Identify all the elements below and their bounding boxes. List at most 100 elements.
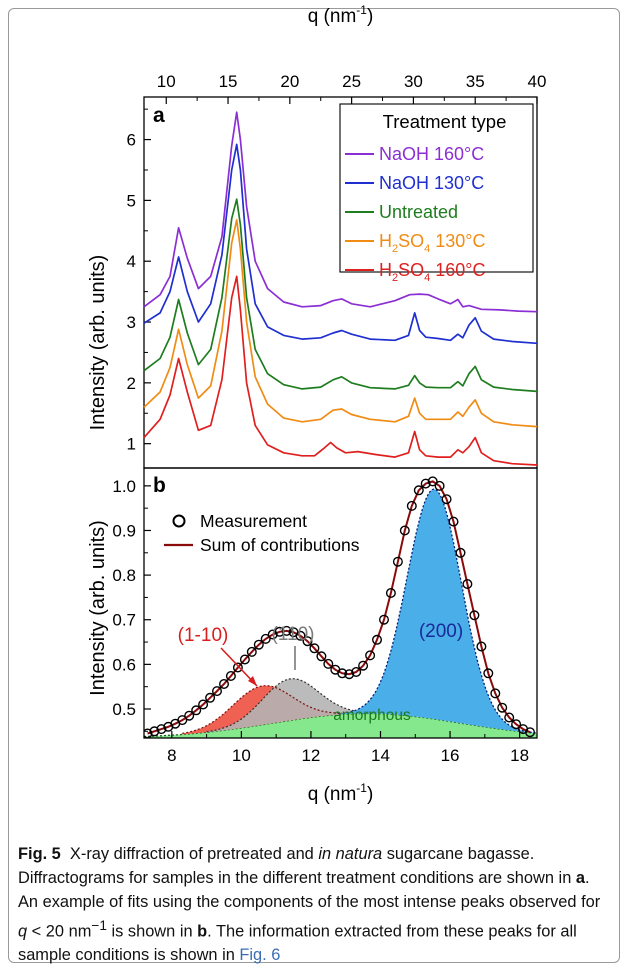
panel-b-xtick-label: 16 [441,746,460,765]
panel-b-measurement-point [198,699,209,710]
caption-text-6: . The information extracted from these p… [18,922,577,965]
panel-b-plot-area [144,476,537,738]
panel-b-measurement-point [260,633,271,644]
panel-a-legend-box [339,103,534,273]
panel-a-xtick-label: 30 [404,72,423,91]
panel-a-ytick-label: 6 [127,131,136,150]
panel-a-xtick-label: 25 [342,72,361,91]
panel-a-xtick-label: 10 [157,72,176,91]
panel-b-amorphous-fill [144,713,537,738]
panel-b-ytick-label: 0.9 [112,521,136,540]
panel-a-xtick-label: 35 [466,72,485,91]
panel-b-measurement-point [413,485,424,496]
panel-a-xaxis-title-sup: -1 [356,3,367,17]
panel-a-ytick-label: 3 [127,313,136,332]
caption-text-4: < 20 nm [27,922,92,941]
panel-b-measurement-point [385,588,396,599]
panel-b-measurement-point [399,525,410,536]
caption-fig-label: Fig. 5 [18,845,61,863]
panel-b-measurement-point [434,480,445,491]
panel-b-measurement-point [156,724,167,735]
panel-a-legend-entry: H2SO4 160°C [379,260,486,284]
panel-a-legend-entry-part: 130°C [430,231,485,251]
panel-a-legend-title: Treatment type [383,111,507,132]
panel-b-ytick-label: 0.5 [112,700,136,719]
panel-b-measurement-point [462,579,473,590]
caption-bold-a: a [575,869,585,887]
panel-b-measurement-point [497,702,508,713]
panel-b-measurement-point [267,629,278,640]
panel-b-measurement-point [184,710,195,721]
panel-b-measurement-point [253,639,264,650]
panel-a-series-line [143,219,538,428]
panel-b-measurement-point [316,651,327,662]
panel-b-measurement-point [379,614,390,625]
panel-b-measurement-point [469,610,480,621]
panel-b-measurement-point [525,727,536,738]
panel-a-ytick-label: 1 [127,435,136,454]
panel-b-xtick-label: 14 [371,746,390,765]
panel-b-xaxis-title-sup: -1 [356,781,367,795]
panel-a-legend-entry-part: SO [398,231,424,251]
panel-b-measurement-point [392,556,403,567]
panel-a-legend-entry-sub: 2 [392,272,398,284]
panel-b-measurement-point [295,630,306,641]
panel-b-xtick-label: 18 [510,746,529,765]
panel-a-legend-entry: Untreated [379,202,458,222]
caption-text-2: sugarcane bagasse. Diffractograms for sa… [18,845,576,887]
panel-b-measurement-point [191,705,202,716]
panel-b-measurement-point [309,643,320,654]
caption-q-var: q [18,922,28,941]
caption-text-1: X-ray diffraction of pretreated and [69,845,319,863]
panel-a-legend-entry-sub: 4 [424,272,430,284]
panel-a-legend-entry-sub: 4 [424,243,430,255]
panel-b-measurement-point [448,516,459,527]
figure-frame [8,8,620,963]
panel-b-xtick-label: 12 [301,746,320,765]
panel-b-measurement-point [351,667,362,678]
panel-a-xtick-label: 40 [528,72,547,91]
panel-a-ytick-label: 2 [127,374,136,393]
panel-b-measurement-point [358,660,369,671]
panel-a-xaxis-title: q (nm-1) [308,3,374,27]
panel-b-measurement-point [441,494,452,505]
panel-a-series-line [143,111,538,313]
panel-b-measurement-point [225,671,236,682]
panel-a-xaxis-title-tail: ) [367,6,373,27]
figure-caption: Fig. 5 X-ray diffraction of pretreated a… [18,842,603,967]
panel-b-measurement-point [490,688,501,699]
panel-b-ytick-label: 0.7 [112,611,136,630]
panel-b-measurement-point [511,719,522,730]
panel-a-series-line [143,275,538,466]
panel-b-ytick-label: 0.6 [112,655,136,674]
panel-a-legend-entry: NaOH 130°C [379,173,484,193]
panel-b-xtick-label: 8 [167,746,176,765]
panel-b-c110-label: (110) [272,624,315,645]
panel-a-xaxis-title-main: q (nm [308,6,357,27]
panel-a-yaxis-title: Intensity (arb. units) [87,255,109,431]
panel-b: 8 10 12 14 16 18 q (nm-1) 0.5 0.6 0.7 0.8 0.9 1.0 Int… [87,467,538,805]
panel-b-measurement-point [274,626,285,637]
panel-b-xaxis-title-main: q (nm [308,784,357,805]
caption-text-4-sup: −1 [91,918,107,933]
panel-a-legend-entry: H2SO4 130°C [379,231,486,255]
panel-b-measurement-point [476,641,487,652]
panel-b-measurement-point [337,668,348,679]
panel-b-yaxis-title: Intensity (arb. units) [87,520,109,696]
panel-b-measurement-point [218,679,229,690]
panel-a-ytick-label: 4 [127,252,136,271]
panel-b-measurement-point [372,634,383,645]
panel-b-measurement-point [323,658,334,669]
panel-b-legend-measurement-label: Measurement [200,511,307,531]
panel-a: 10 15 20 25 30 35 40 q (nm-1) 1 2 3 4 5 6 Intensity (a… [87,3,547,469]
caption-fig-ref-link[interactable]: Fig. 6 [239,946,281,965]
panel-b-measurement-point [149,726,160,737]
panel-b-measurement-point [239,654,250,665]
panel-b-measurement-point [483,668,494,679]
panel-b-c1-outline [182,685,343,734]
panel-a-series-line [143,198,538,393]
panel-b-ytick-label: 0.8 [112,566,136,585]
panel-b-measurement-point [420,478,431,489]
panel-b-measurement-point [211,686,222,697]
caption-bold-b: b [197,922,208,941]
